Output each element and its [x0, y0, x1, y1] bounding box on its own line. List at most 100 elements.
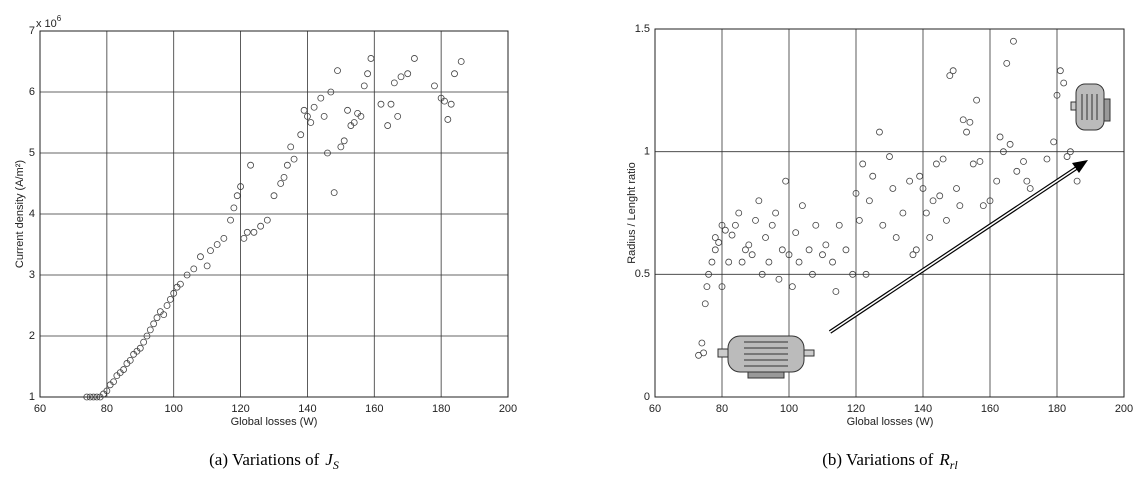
scatter-point — [130, 350, 138, 358]
scatter-point — [822, 241, 830, 249]
scatter-point — [969, 160, 977, 168]
x-tick-label: 120 — [847, 403, 865, 415]
scatter-point — [240, 234, 248, 242]
scatter-point — [963, 128, 970, 136]
scatter-point — [879, 221, 887, 229]
scatter-point — [703, 283, 711, 291]
y-tick-label: 1 — [29, 391, 35, 403]
scatter-point — [1060, 79, 1068, 87]
scatter-point — [197, 253, 204, 261]
scatter-point — [364, 70, 372, 78]
scatter-point — [732, 221, 739, 229]
scatter-point — [956, 202, 964, 210]
scatter-point — [394, 113, 402, 120]
scatter-point — [855, 216, 863, 224]
scatter-point — [431, 82, 438, 90]
x-tick-label: 100 — [165, 403, 183, 415]
x-tick-label: 100 — [780, 403, 798, 415]
scatter-point — [444, 116, 452, 123]
y-tick-label: 3 — [29, 269, 35, 281]
caption-text: (a) Variations of — [209, 450, 319, 469]
scatter-point — [782, 177, 790, 185]
scatter-point — [738, 258, 746, 266]
scatter-point — [953, 185, 960, 192]
scatter-point — [1010, 37, 1017, 45]
scatter-point — [397, 73, 405, 81]
scatter-point — [280, 173, 288, 181]
scatter-point — [384, 122, 392, 129]
scatter-point — [367, 55, 375, 62]
scatter-point — [387, 100, 395, 108]
scatter-point — [976, 158, 984, 165]
scatter-point — [447, 100, 455, 108]
scatter-point — [270, 192, 278, 200]
x-tick-label: 200 — [1115, 403, 1133, 415]
scatter-point — [1020, 158, 1027, 165]
scatter-point — [153, 314, 161, 322]
scatter-point — [1026, 185, 1034, 192]
y-multiplier: x 106 — [36, 14, 62, 30]
plot-frame — [654, 28, 1125, 398]
x-tick-label: 160 — [981, 403, 999, 415]
scatter-point — [257, 222, 265, 230]
scatter-point — [277, 180, 285, 187]
scatter-point — [708, 258, 716, 266]
scatter-point — [889, 185, 897, 192]
x-tick-label: 180 — [1048, 403, 1066, 415]
scatter-point — [457, 58, 465, 65]
scatter-point — [745, 241, 753, 249]
scatter-point — [778, 246, 786, 254]
y-axis-label: Current density (A/m²) — [14, 160, 26, 268]
scatter-point — [337, 143, 345, 151]
scatter-point — [150, 320, 158, 328]
scatter-point — [943, 216, 950, 224]
scatter-point — [146, 326, 154, 334]
scatter-point — [451, 70, 458, 78]
y-multiplier-power: 6 — [57, 14, 62, 23]
scatter-point — [113, 372, 121, 380]
x-axis-label: Global losses (W) — [847, 416, 934, 428]
x-tick-label: 180 — [432, 403, 450, 415]
scatter-point — [344, 106, 351, 114]
scatter-point — [728, 231, 736, 239]
x-tick-label: 120 — [231, 403, 249, 415]
scatter-point — [310, 103, 318, 111]
scatter-point — [842, 246, 850, 254]
scatter-point — [360, 82, 368, 90]
scatter-point — [912, 246, 920, 254]
y-tick-label: 5 — [29, 147, 35, 159]
scatter-point — [307, 119, 315, 126]
plot: 60 80 100 120 140 160 180 200 0 0.5 1 1.5 Global los… — [626, 23, 1133, 472]
scatter-point — [735, 209, 743, 217]
scatter-point — [869, 172, 877, 180]
scatter-point — [207, 247, 214, 255]
scatter-point — [233, 192, 241, 200]
plot-frame — [39, 30, 509, 398]
caption: (b) Variations of Rrl — [822, 450, 958, 472]
scatter-point — [752, 216, 759, 224]
scatter-point — [290, 155, 298, 163]
scatter-point — [250, 228, 258, 236]
y-tick-label: 0.5 — [635, 268, 650, 280]
y-multiplier-base: x 10 — [36, 18, 57, 30]
scatter-point — [755, 197, 763, 205]
scatter-point — [166, 295, 174, 303]
scatter-point — [330, 189, 338, 197]
caption: (a) Variations of JS — [209, 450, 339, 472]
plot: 60 80 100 120 140 160 180 200 1 2 3 4 5 6 7 Global loss… — [14, 14, 517, 472]
scatter-point — [1050, 138, 1058, 146]
scatter-point — [725, 258, 733, 266]
scatter-point — [812, 221, 820, 229]
scatter-point — [768, 221, 776, 229]
scatter-point — [377, 100, 385, 108]
scatter-point — [390, 79, 398, 87]
scatter-point — [297, 131, 305, 139]
scatter-point — [354, 109, 361, 117]
scatter-point — [929, 197, 937, 205]
scatter-point — [906, 177, 913, 185]
scatter-point — [283, 161, 291, 169]
x-axis-label: Global losses (W) — [231, 416, 318, 428]
scatter-point — [140, 338, 148, 346]
scatter-point — [876, 128, 883, 136]
